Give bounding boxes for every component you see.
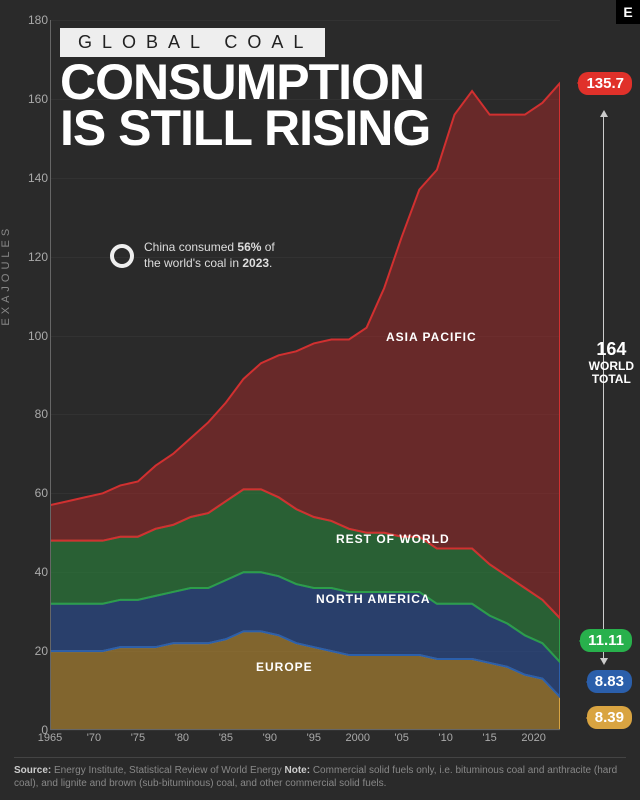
title-main: CONSUMPTION IS STILL RISING xyxy=(60,59,430,151)
china-callout: China consumed 56% of the world's coal i… xyxy=(110,240,275,271)
x-tick: '85 xyxy=(219,732,233,744)
brand-badge: E xyxy=(616,0,640,24)
x-axis-line xyxy=(50,729,560,730)
arrow-down-icon xyxy=(600,658,608,665)
y-tick: 100 xyxy=(18,329,48,343)
series-label-asia-pacific: ASIA PACIFIC xyxy=(386,330,477,344)
x-tick: '15 xyxy=(482,732,496,744)
y-tick: 80 xyxy=(18,407,48,421)
y-tick: 20 xyxy=(18,644,48,658)
x-tick: 2000 xyxy=(346,732,370,744)
x-tick: '70 xyxy=(87,732,101,744)
series-label-rest-of-world: REST OF WORLD xyxy=(336,532,450,546)
y-tick: 60 xyxy=(18,486,48,500)
footer-note: Source: Energy Institute, Statistical Re… xyxy=(14,757,626,790)
y-axis-label: EXAJOULES xyxy=(0,225,12,326)
x-axis: 1965'70'75'80'85'90'952000'05'10'152020 xyxy=(50,732,560,752)
y-tick: 160 xyxy=(18,92,48,106)
x-tick: 1965 xyxy=(38,732,62,744)
y-axis-line xyxy=(50,20,51,730)
arrow-up-icon xyxy=(600,110,608,117)
value-bubble-rest-of-world: 11.11 xyxy=(580,629,632,652)
x-tick: '80 xyxy=(175,732,189,744)
y-tick: 180 xyxy=(18,13,48,27)
world-total-label: 164 WORLD TOTAL xyxy=(589,340,634,386)
value-bubble-europe: 8.39 xyxy=(587,706,632,729)
x-tick: '95 xyxy=(307,732,321,744)
y-tick: 140 xyxy=(18,171,48,185)
x-tick: 2020 xyxy=(521,732,545,744)
total-range-line xyxy=(603,115,604,660)
x-tick: '90 xyxy=(263,732,277,744)
x-tick: '75 xyxy=(131,732,145,744)
x-tick: '05 xyxy=(395,732,409,744)
title-line-2: IS STILL RISING xyxy=(60,100,430,156)
value-bubble-asia-pacific: 135.7 xyxy=(578,72,632,95)
y-axis: 020406080100120140160180 xyxy=(18,20,48,730)
y-tick: 40 xyxy=(18,565,48,579)
title-subtitle: GLOBAL COAL xyxy=(60,28,325,57)
value-bubble-north-america: 8.83 xyxy=(587,670,632,693)
title-block: GLOBAL COAL CONSUMPTION IS STILL RISING xyxy=(60,28,430,151)
callout-text: China consumed 56% of the world's coal i… xyxy=(144,240,275,271)
x-tick: '10 xyxy=(439,732,453,744)
series-label-europe: EUROPE xyxy=(256,660,313,674)
series-label-north-america: NORTH AMERICA xyxy=(316,592,431,606)
y-tick: 120 xyxy=(18,250,48,264)
callout-ring-icon xyxy=(110,244,134,268)
